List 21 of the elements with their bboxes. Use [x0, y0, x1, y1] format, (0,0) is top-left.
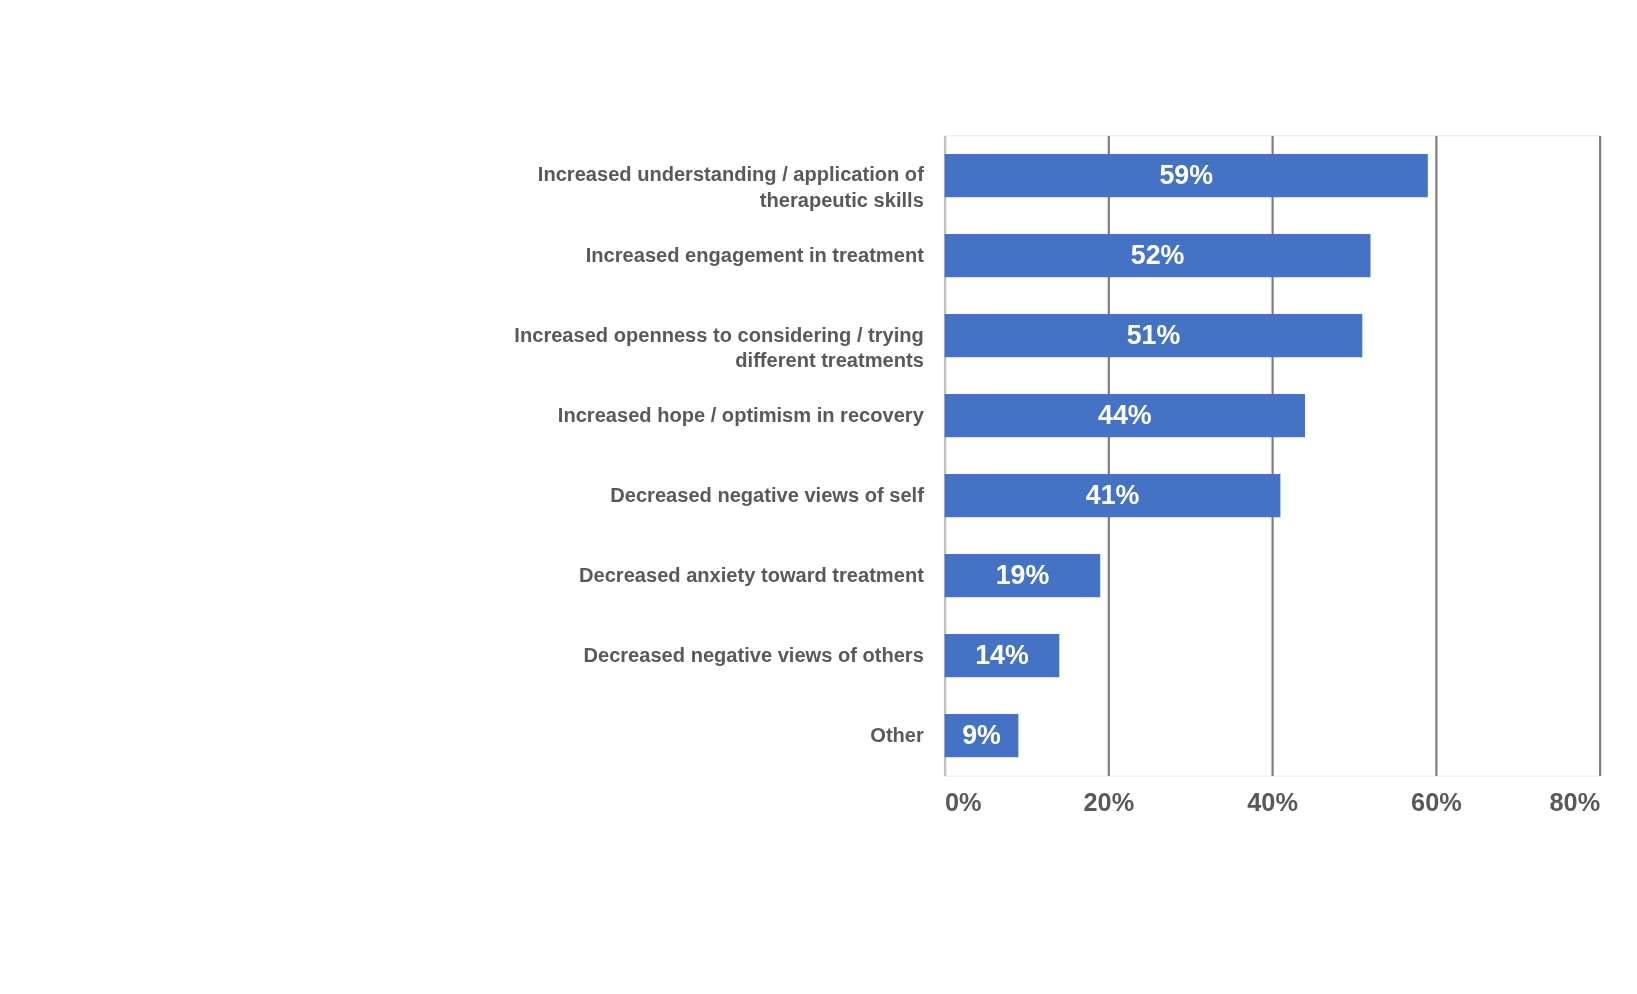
- y-tick-label: Increased understanding / application of therapeutic skills: [537, 163, 925, 211]
- y-tick-label: Increased engagement in treatment: [585, 243, 925, 266]
- data-label: 44%: [1098, 399, 1152, 430]
- x-tick-label: 80%: [1549, 788, 1601, 817]
- data-label: 51%: [1126, 319, 1181, 350]
- x-tick-label: 60%: [1411, 788, 1462, 817]
- data-label: 41%: [1085, 479, 1140, 510]
- y-tick-label: Increased hope / optimism in recovery: [557, 403, 925, 426]
- data-label: 59%: [1159, 159, 1214, 190]
- x-tick-label: 0%: [945, 788, 982, 817]
- x-tick-label: 40%: [1247, 788, 1298, 817]
- y-tick-label: Other: [870, 723, 925, 746]
- data-label: 14%: [975, 639, 1029, 670]
- data-label: 19%: [995, 559, 1050, 590]
- y-tick-label: Decreased anxiety toward treatment: [579, 563, 925, 586]
- data-label: 9%: [962, 719, 1002, 750]
- y-tick-label: Decreased negative views of self: [610, 483, 925, 506]
- y-tick-label: Decreased negative views of others: [583, 643, 924, 666]
- data-label: 52%: [1130, 239, 1185, 270]
- x-tick-label: 20%: [1083, 788, 1135, 817]
- y-tick-label: Increased openness to considering / trying different treatments: [514, 323, 924, 371]
